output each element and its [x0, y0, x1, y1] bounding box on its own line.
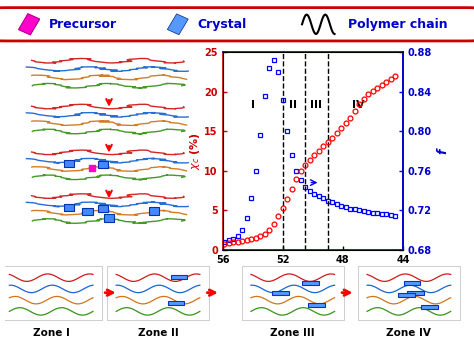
FancyBboxPatch shape [309, 303, 325, 307]
Text: Zone III: Zone III [271, 328, 315, 338]
FancyBboxPatch shape [421, 305, 438, 309]
FancyBboxPatch shape [0, 266, 102, 320]
FancyBboxPatch shape [104, 214, 114, 222]
FancyBboxPatch shape [98, 205, 109, 212]
FancyBboxPatch shape [168, 301, 184, 305]
Text: Zone IV: Zone IV [386, 328, 431, 338]
Polygon shape [18, 14, 39, 35]
FancyBboxPatch shape [398, 293, 415, 297]
FancyBboxPatch shape [242, 266, 344, 320]
Text: II: II [289, 100, 297, 110]
Text: III: III [310, 100, 322, 110]
FancyBboxPatch shape [403, 281, 420, 285]
FancyBboxPatch shape [358, 266, 460, 320]
Text: Zone I: Zone I [33, 328, 70, 338]
Polygon shape [18, 14, 39, 35]
FancyBboxPatch shape [302, 281, 319, 285]
X-axis label: T (°C): T (°C) [295, 268, 331, 278]
Text: I: I [251, 100, 255, 110]
Text: IV: IV [352, 100, 364, 110]
FancyBboxPatch shape [82, 208, 92, 215]
Y-axis label: f: f [436, 148, 449, 154]
FancyBboxPatch shape [149, 208, 159, 215]
Y-axis label: $\chi_c$ (%): $\chi_c$ (%) [188, 132, 201, 170]
FancyBboxPatch shape [407, 291, 424, 295]
Polygon shape [167, 14, 188, 35]
FancyBboxPatch shape [98, 161, 109, 168]
FancyBboxPatch shape [107, 266, 209, 320]
FancyBboxPatch shape [171, 275, 188, 279]
FancyBboxPatch shape [64, 204, 74, 211]
Text: Polymer chain: Polymer chain [348, 18, 448, 31]
FancyBboxPatch shape [0, 8, 474, 41]
Text: Precursor: Precursor [49, 18, 117, 31]
Text: Crystal: Crystal [198, 18, 247, 31]
FancyBboxPatch shape [64, 160, 74, 168]
Text: Zone II: Zone II [137, 328, 178, 338]
FancyBboxPatch shape [272, 291, 289, 295]
